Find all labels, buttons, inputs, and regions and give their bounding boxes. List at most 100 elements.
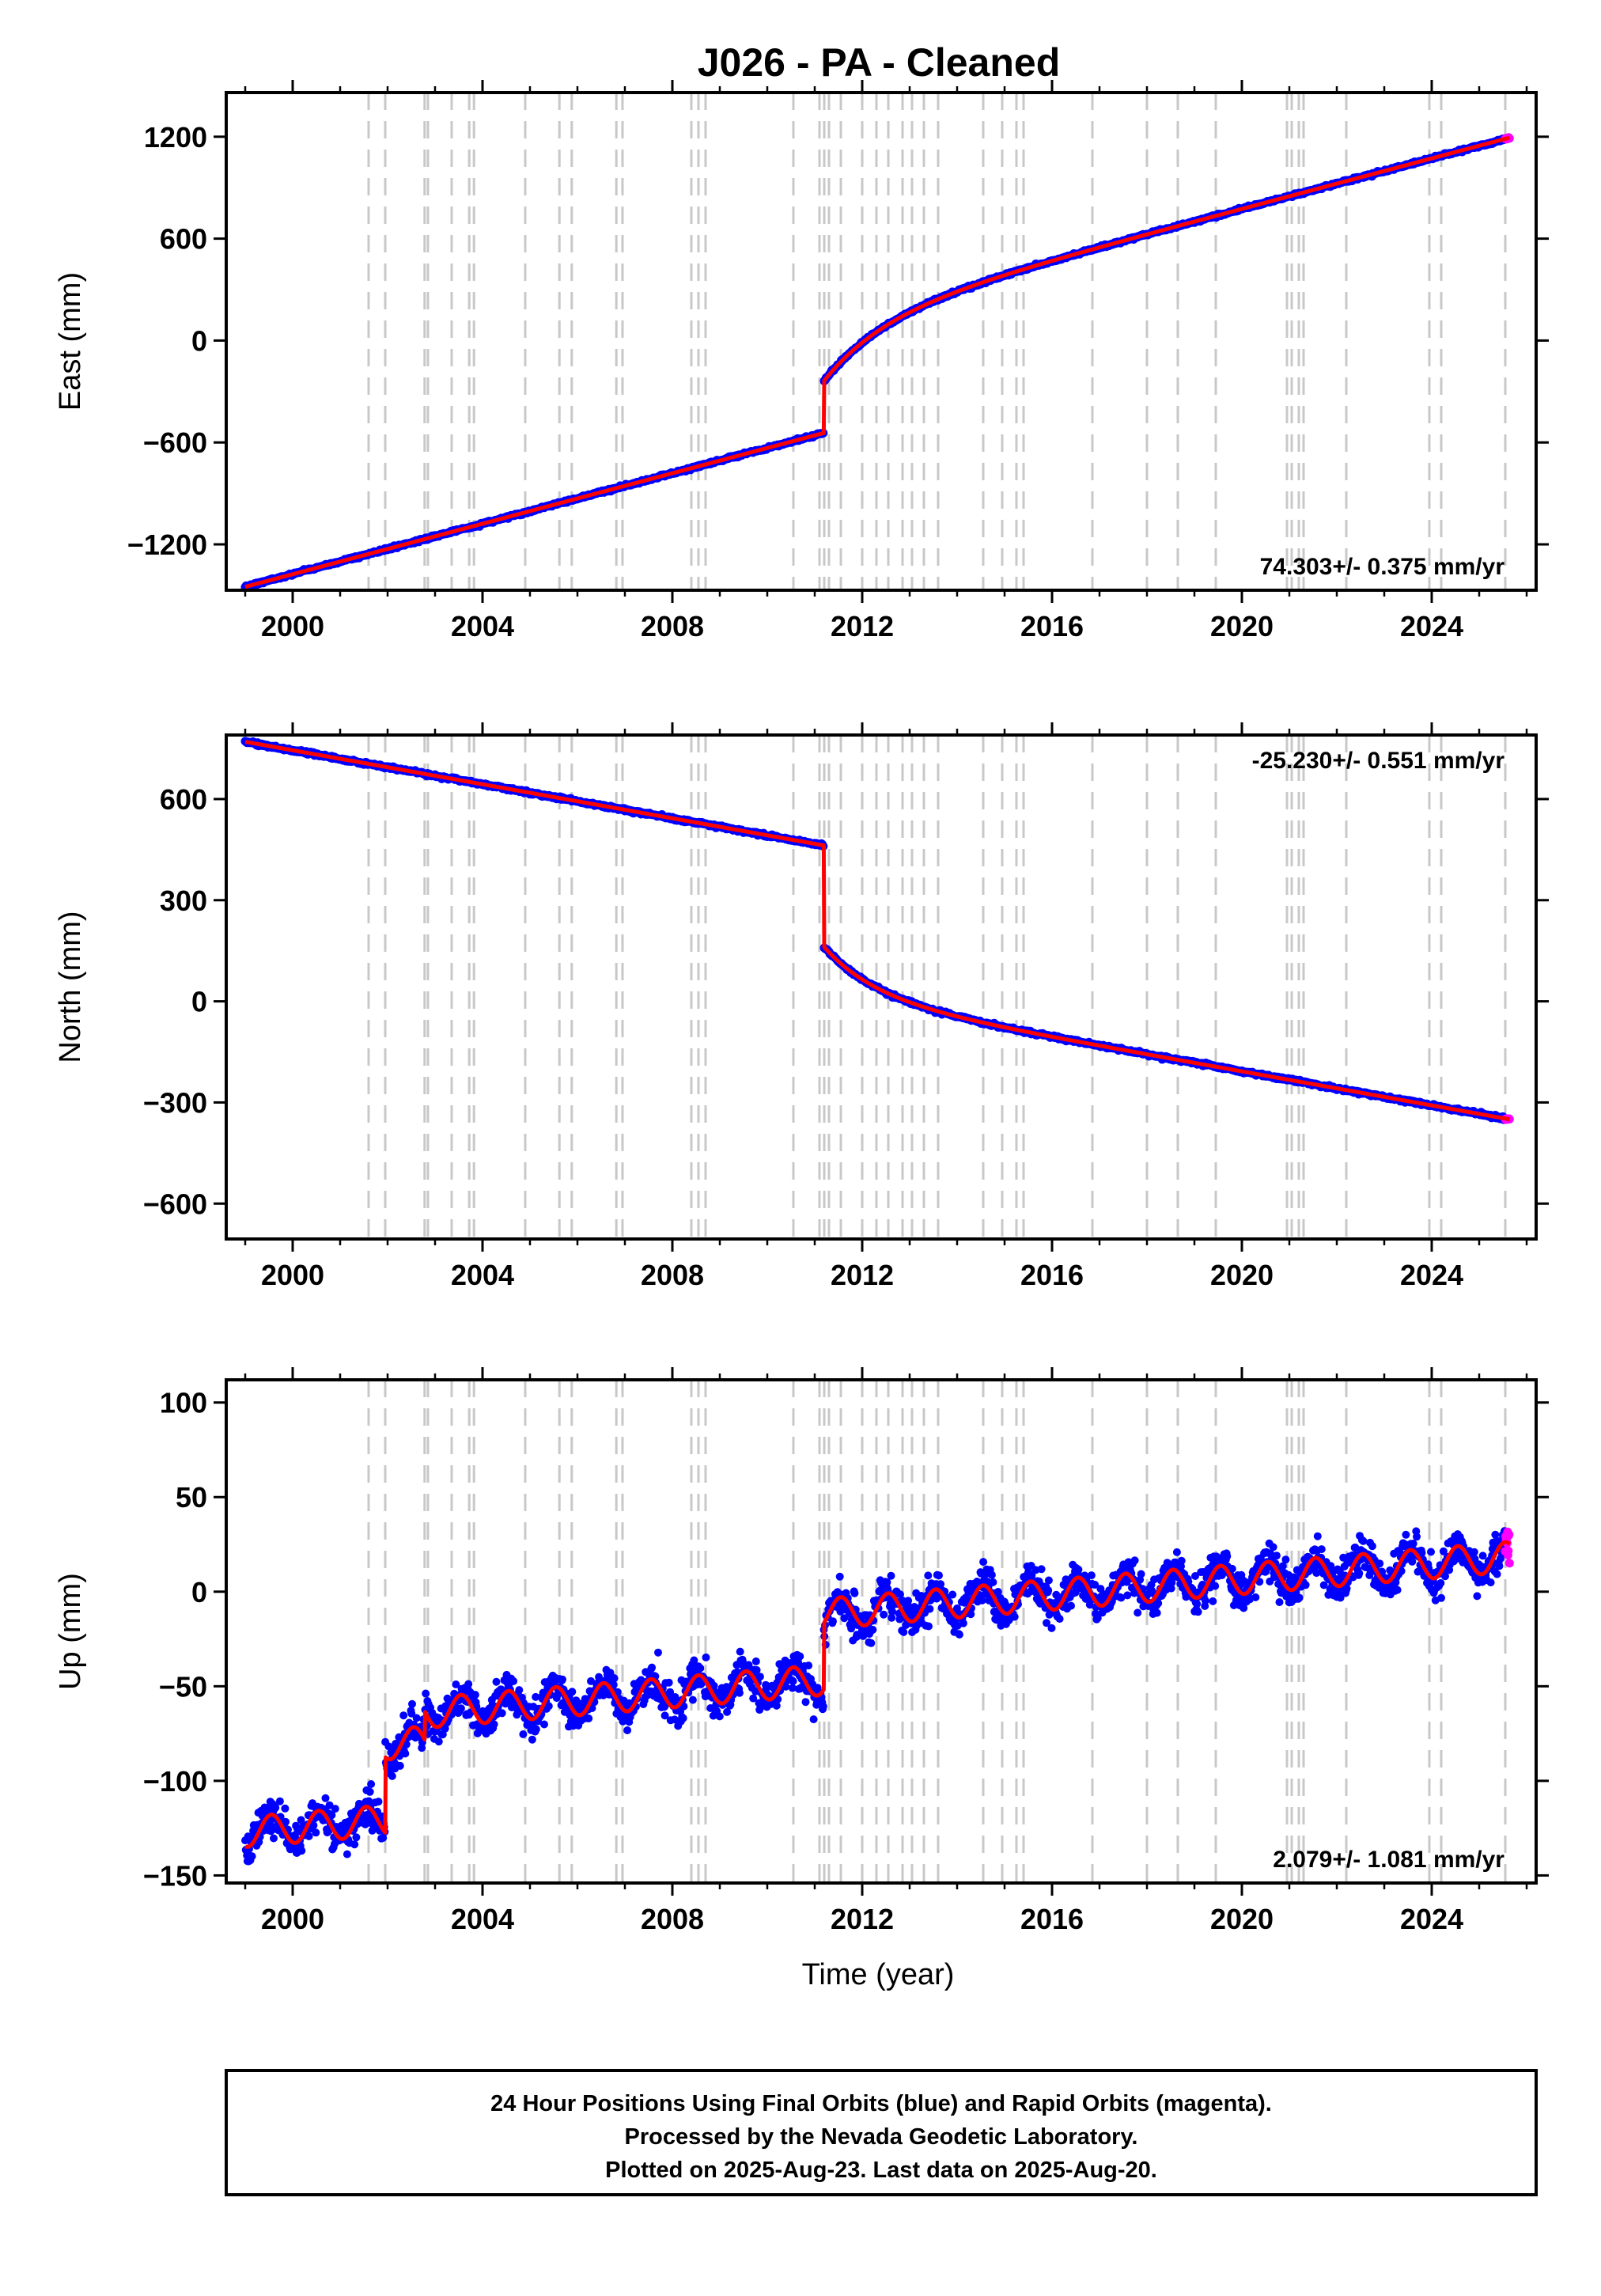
east-final-orbits-series	[240, 135, 1509, 590]
up-final-point	[1193, 1600, 1202, 1608]
up-final-point	[736, 1688, 744, 1697]
up-final-point	[801, 1698, 810, 1707]
north-y-tick-label: 300	[160, 885, 207, 917]
up-final-point	[819, 1702, 827, 1711]
up-final-point	[654, 1648, 662, 1657]
up-final-point	[509, 1677, 518, 1685]
up-final-point	[408, 1699, 416, 1708]
up-final-point	[715, 1712, 724, 1721]
north-x-tick-label: 2024	[1400, 1259, 1463, 1291]
up-final-point	[1355, 1569, 1364, 1578]
up-plot-area	[241, 1380, 1514, 1883]
up-final-point	[736, 1647, 744, 1656]
up-final-point	[925, 1605, 934, 1613]
up-final-point	[412, 1714, 421, 1722]
up-final-point	[696, 1664, 705, 1673]
up-final-point	[1087, 1571, 1096, 1580]
up-final-point	[835, 1572, 844, 1581]
up-final-point	[281, 1804, 290, 1813]
east-panel: 2000 2004 2008 2012 2016 2020 2024−1200−600060…	[54, 80, 1549, 642]
up-final-point	[1313, 1532, 1322, 1540]
up-final-point	[809, 1715, 818, 1724]
east-x-tick-label: 2000	[261, 610, 324, 642]
east-y-tick-label: 1200	[144, 121, 207, 153]
up-final-point	[365, 1787, 374, 1796]
up-final-point	[352, 1833, 361, 1842]
north-x-tick-label: 2004	[451, 1259, 514, 1291]
up-final-point	[955, 1631, 963, 1639]
up-final-point	[1137, 1570, 1145, 1578]
up-final-point	[869, 1625, 877, 1634]
up-final-point	[880, 1610, 888, 1619]
up-final-point	[558, 1675, 566, 1684]
up-final-point	[321, 1794, 330, 1802]
up-final-point	[755, 1673, 764, 1681]
east-y-tick-label: −1200	[127, 529, 207, 561]
east-x-tick-label: 2020	[1210, 610, 1274, 642]
up-final-point	[1123, 1591, 1132, 1600]
up-final-point	[471, 1691, 479, 1699]
up-final-point	[1211, 1582, 1220, 1590]
north-x-tick-label: 2012	[831, 1259, 894, 1291]
up-final-point	[751, 1657, 760, 1665]
up-final-point	[1010, 1612, 1019, 1621]
up-final-point	[679, 1714, 687, 1722]
up-final-point	[987, 1570, 996, 1579]
up-final-point	[924, 1571, 933, 1580]
north-y-tick-label: 0	[191, 986, 207, 1018]
north-panel: 2000 2004 2008 2012 2016 2020 2024−600−3000300…	[54, 722, 1549, 1291]
up-final-point	[887, 1571, 895, 1580]
up-final-point	[959, 1619, 967, 1627]
up-final-point	[1376, 1559, 1384, 1568]
up-final-point	[396, 1761, 404, 1770]
up-final-point	[343, 1850, 351, 1858]
north-y-axis-label: North (mm)	[54, 911, 87, 1063]
up-final-point	[804, 1661, 813, 1670]
east-y-tick-label: 600	[160, 223, 207, 256]
up-final-point	[1134, 1608, 1142, 1617]
up-final-point	[350, 1840, 359, 1849]
up-final-point	[297, 1847, 306, 1855]
up-final-point	[331, 1805, 339, 1813]
up-final-point	[532, 1725, 540, 1733]
up-final-point	[610, 1674, 619, 1683]
east-plot-area	[240, 93, 1514, 590]
east-x-tick-label: 2024	[1400, 610, 1463, 642]
up-final-point	[422, 1689, 430, 1698]
up-final-point	[312, 1828, 320, 1837]
up-final-point	[899, 1627, 908, 1636]
up-final-point	[568, 1688, 577, 1696]
up-final-point	[519, 1730, 528, 1738]
up-final-point	[1359, 1536, 1368, 1545]
north-x-tick-label: 2008	[641, 1259, 704, 1291]
up-final-point	[978, 1596, 986, 1605]
up-final-point	[490, 1720, 498, 1729]
north-final-orbits-series	[240, 737, 1509, 1124]
up-final-point	[515, 1686, 524, 1695]
up-final-point	[935, 1571, 943, 1580]
east-rate-label: 74.303+/- 0.375 mm/yr	[1260, 554, 1505, 580]
up-final-point	[1281, 1555, 1290, 1564]
up-final-point	[399, 1711, 408, 1720]
up-final-point	[367, 1780, 376, 1788]
up-final-point	[1152, 1608, 1161, 1617]
up-final-point	[948, 1590, 957, 1599]
up-final-point	[1172, 1548, 1181, 1556]
up-final-point	[702, 1653, 710, 1661]
east-frame	[225, 91, 1538, 592]
up-final-point	[492, 1677, 501, 1686]
up-final-point	[1368, 1542, 1376, 1551]
up-final-point	[925, 1622, 933, 1631]
up-final-point	[270, 1834, 278, 1843]
up-final-point	[498, 1709, 506, 1718]
up-final-point	[867, 1639, 876, 1647]
east-y-tick-label: −600	[143, 426, 207, 459]
up-final-point	[1194, 1608, 1202, 1616]
up-final-point	[796, 1652, 804, 1661]
up-final-point	[1037, 1565, 1046, 1574]
north-rate-label: -25.230+/- 0.551 mm/yr	[1252, 748, 1505, 774]
up-final-point	[1209, 1597, 1217, 1605]
up-final-point	[648, 1663, 657, 1672]
north-y-tick-label: 600	[160, 783, 207, 816]
